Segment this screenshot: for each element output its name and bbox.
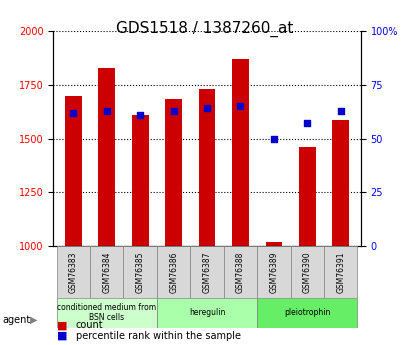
Bar xyxy=(98,68,115,246)
FancyBboxPatch shape xyxy=(157,246,190,298)
Bar xyxy=(265,242,281,246)
FancyBboxPatch shape xyxy=(157,298,256,328)
Text: ■: ■ xyxy=(57,320,68,330)
Point xyxy=(203,106,210,111)
Bar xyxy=(332,120,348,246)
Text: GSM76388: GSM76388 xyxy=(236,251,244,293)
FancyBboxPatch shape xyxy=(223,246,256,298)
FancyBboxPatch shape xyxy=(256,298,357,328)
Point xyxy=(70,110,76,116)
Text: GSM76383: GSM76383 xyxy=(69,251,78,293)
Text: GSM76390: GSM76390 xyxy=(302,251,311,293)
Text: heregulin: heregulin xyxy=(189,308,225,317)
Bar xyxy=(65,96,81,246)
FancyBboxPatch shape xyxy=(290,246,323,298)
Text: GSM76389: GSM76389 xyxy=(269,251,278,293)
FancyBboxPatch shape xyxy=(56,298,157,328)
Bar xyxy=(231,59,248,246)
Text: ■: ■ xyxy=(57,331,68,341)
FancyBboxPatch shape xyxy=(256,246,290,298)
Text: GSM76384: GSM76384 xyxy=(102,251,111,293)
Text: percentile rank within the sample: percentile rank within the sample xyxy=(76,331,240,341)
Text: count: count xyxy=(76,320,103,330)
Point xyxy=(103,108,110,114)
Bar xyxy=(198,89,215,246)
Text: GSM76387: GSM76387 xyxy=(202,251,211,293)
Bar xyxy=(165,99,182,246)
FancyBboxPatch shape xyxy=(90,246,123,298)
Text: agent: agent xyxy=(2,315,30,325)
FancyBboxPatch shape xyxy=(190,246,223,298)
FancyBboxPatch shape xyxy=(123,246,157,298)
Point xyxy=(237,104,243,109)
Text: pleiotrophin: pleiotrophin xyxy=(283,308,330,317)
Point xyxy=(337,108,343,114)
Text: GSM76391: GSM76391 xyxy=(335,251,344,293)
Bar xyxy=(132,115,148,246)
Point xyxy=(303,121,310,126)
Text: GSM76386: GSM76386 xyxy=(169,251,178,293)
Point xyxy=(270,136,276,141)
Text: ▶: ▶ xyxy=(29,315,37,325)
Text: conditioned medium from
BSN cells: conditioned medium from BSN cells xyxy=(57,303,156,322)
Point xyxy=(170,108,176,114)
Text: GSM76385: GSM76385 xyxy=(135,251,144,293)
Point xyxy=(137,112,143,118)
FancyBboxPatch shape xyxy=(56,246,90,298)
FancyBboxPatch shape xyxy=(323,246,357,298)
Text: GDS1518 / 1387260_at: GDS1518 / 1387260_at xyxy=(116,21,293,37)
Bar xyxy=(298,147,315,246)
